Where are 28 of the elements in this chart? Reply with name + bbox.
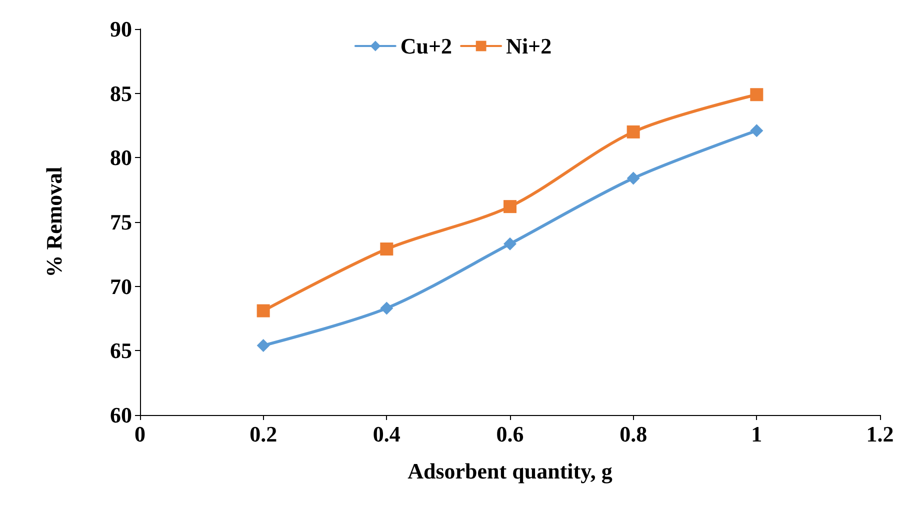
point — [626, 125, 640, 138]
point — [256, 304, 270, 318]
point — [380, 242, 394, 256]
x-tick-label: 1.2 — [866, 422, 894, 446]
legend-label: Ni+2 — [506, 34, 552, 58]
point — [504, 200, 516, 214]
y-axis-title: % Removal — [42, 166, 66, 278]
x-tick-label: 0.4 — [372, 422, 400, 446]
legend-label: Cu+2 — [400, 34, 452, 58]
x-tick-label: 0.2 — [250, 422, 278, 446]
x-tick-label: 0 — [134, 422, 146, 446]
x-axis-title: Adsorbent quantity, g — [408, 458, 612, 484]
y-tick-label: 70 — [110, 274, 132, 299]
y-tick-label: 85 — [110, 80, 132, 106]
point — [380, 302, 394, 315]
point — [504, 237, 516, 250]
x-tick-label: 0.8 — [620, 422, 648, 446]
point — [750, 124, 764, 138]
y-tick-label: 80 — [110, 145, 132, 170]
x-tick-label: 0.6 — [496, 422, 524, 446]
y-tick-label: 90 — [110, 16, 132, 42]
point — [750, 88, 764, 102]
y-tick-label: 60 — [110, 402, 132, 428]
y-tick-label: 65 — [110, 338, 132, 364]
point — [256, 339, 270, 352]
y-tick-label: 75 — [110, 210, 132, 234]
point — [626, 172, 640, 185]
x-tick-label: 1 — [751, 422, 762, 446]
